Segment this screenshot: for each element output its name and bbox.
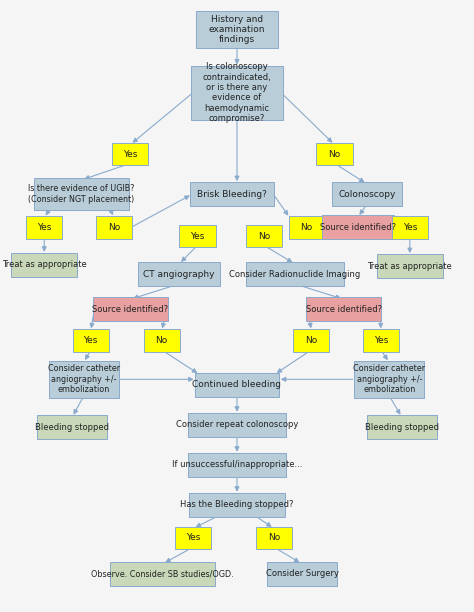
Text: Source identified?: Source identified? [306, 305, 382, 314]
Text: History and
examination
findings: History and examination findings [209, 15, 265, 44]
FancyBboxPatch shape [354, 360, 424, 398]
FancyBboxPatch shape [293, 329, 329, 352]
Text: Consider repeat colonoscopy: Consider repeat colonoscopy [176, 420, 298, 429]
FancyBboxPatch shape [189, 493, 285, 517]
Text: No: No [155, 336, 168, 345]
Text: Bleeding stopped: Bleeding stopped [365, 423, 439, 432]
Text: Brisk Bleeding?: Brisk Bleeding? [197, 190, 267, 198]
Text: Yes: Yes [186, 534, 200, 542]
Text: Source identified?: Source identified? [319, 223, 396, 232]
FancyBboxPatch shape [332, 182, 402, 206]
FancyBboxPatch shape [392, 216, 428, 239]
FancyBboxPatch shape [191, 182, 274, 206]
Text: Treat as appropriate: Treat as appropriate [2, 260, 87, 269]
Text: No: No [301, 223, 313, 232]
FancyBboxPatch shape [34, 178, 129, 210]
FancyBboxPatch shape [96, 216, 132, 239]
FancyBboxPatch shape [256, 526, 292, 549]
FancyBboxPatch shape [267, 562, 337, 586]
Text: Observe. Consider SB studies/OGD.: Observe. Consider SB studies/OGD. [91, 569, 234, 578]
FancyBboxPatch shape [363, 329, 399, 352]
Text: No: No [258, 231, 270, 241]
FancyBboxPatch shape [175, 526, 211, 549]
Text: Treat as appropriate: Treat as appropriate [367, 261, 452, 271]
FancyBboxPatch shape [73, 329, 109, 352]
Text: No: No [305, 336, 318, 345]
FancyBboxPatch shape [112, 143, 148, 165]
FancyBboxPatch shape [196, 11, 278, 48]
FancyBboxPatch shape [26, 216, 63, 239]
FancyBboxPatch shape [321, 215, 394, 239]
FancyBboxPatch shape [289, 216, 325, 239]
Text: Consider catheter
angiography +/-
embolization: Consider catheter angiography +/- emboli… [48, 364, 120, 394]
Text: If unsuccessful/inappropriate...: If unsuccessful/inappropriate... [172, 460, 302, 469]
FancyBboxPatch shape [144, 329, 180, 352]
FancyBboxPatch shape [246, 225, 282, 247]
FancyBboxPatch shape [317, 143, 353, 165]
FancyBboxPatch shape [188, 412, 286, 436]
Text: Source identified?: Source identified? [92, 305, 168, 314]
FancyBboxPatch shape [37, 416, 107, 439]
FancyBboxPatch shape [367, 416, 437, 439]
Text: Colonoscopy: Colonoscopy [338, 190, 396, 198]
Text: Yes: Yes [37, 223, 51, 232]
Text: Is there evidence of UGIB?
(Consider NGT placement): Is there evidence of UGIB? (Consider NGT… [28, 184, 135, 204]
FancyBboxPatch shape [179, 225, 216, 247]
Text: Yes: Yes [123, 149, 137, 159]
Text: Yes: Yes [402, 223, 417, 232]
FancyBboxPatch shape [188, 453, 286, 477]
Text: Is colonoscopy
contraindicated,
or is there any
evidence of
haemodynamic
comprom: Is colonoscopy contraindicated, or is th… [202, 62, 272, 123]
Text: Consider catheter
angiography +/-
embolization: Consider catheter angiography +/- emboli… [353, 364, 426, 394]
Text: Yes: Yes [83, 336, 98, 345]
Text: Yes: Yes [191, 231, 205, 241]
FancyBboxPatch shape [49, 360, 119, 398]
FancyBboxPatch shape [246, 262, 344, 286]
FancyBboxPatch shape [110, 562, 215, 586]
Text: Continued bleeding: Continued bleeding [192, 380, 282, 389]
FancyBboxPatch shape [377, 254, 443, 278]
Text: No: No [108, 223, 120, 232]
FancyBboxPatch shape [11, 253, 77, 277]
FancyBboxPatch shape [191, 65, 283, 120]
FancyBboxPatch shape [195, 373, 279, 397]
Text: No: No [328, 149, 341, 159]
Text: Has the Bleeding stopped?: Has the Bleeding stopped? [180, 500, 294, 509]
FancyBboxPatch shape [138, 262, 220, 286]
Text: Consider Radionuclide Imaging: Consider Radionuclide Imaging [229, 269, 361, 278]
Text: No: No [268, 534, 280, 542]
FancyBboxPatch shape [93, 297, 167, 321]
FancyBboxPatch shape [307, 297, 381, 321]
Text: Yes: Yes [374, 336, 388, 345]
Text: CT angiography: CT angiography [143, 269, 215, 278]
Text: Consider Surgery: Consider Surgery [265, 569, 338, 578]
Text: Bleeding stopped: Bleeding stopped [35, 423, 109, 432]
